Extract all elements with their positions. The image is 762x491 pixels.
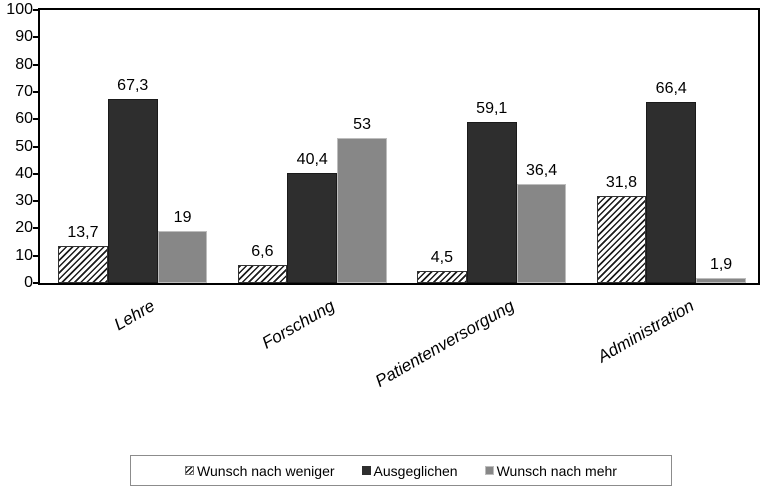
hatched-swatch-icon [185, 466, 195, 475]
legend-label: Ausgeglichen [373, 462, 458, 479]
bar-gray [157, 231, 208, 283]
y-tick-mark [33, 282, 38, 284]
bar-value-label: 67,3 [117, 77, 149, 95]
bar-hatched [58, 245, 108, 283]
bar-value-label: 4,5 [430, 248, 454, 266]
category-label: Administration [593, 296, 697, 367]
bar-value-label: 36,4 [526, 161, 558, 179]
y-tick-label: 50 [15, 137, 33, 155]
y-tick-mark [33, 36, 38, 39]
bar-value-label: 59,1 [476, 99, 508, 117]
y-tick-mark [33, 63, 38, 66]
bar-value-label: 40,4 [296, 150, 328, 168]
bar-dark [466, 121, 517, 283]
bar-gray [516, 183, 567, 283]
bar-hatched [417, 270, 467, 283]
bar-value-label: 31,8 [605, 174, 637, 192]
bar-value-label: 53 [353, 116, 371, 134]
legend: Wunsch nach weniger Ausgeglichen Wunsch … [130, 455, 672, 486]
bar-gray [337, 138, 387, 283]
gray-swatch-icon [484, 466, 494, 475]
category-label: Forschung [258, 296, 338, 353]
y-tick-label: 30 [15, 192, 33, 210]
bar-gray [696, 277, 746, 283]
bar-value-label: 6,6 [251, 242, 274, 260]
category-label: Lehre [111, 296, 159, 335]
y-tick-label: 0 [24, 274, 33, 291]
dark-swatch-icon [361, 466, 371, 475]
y-tick-mark [33, 145, 38, 148]
legend-item-wunsch-nach-mehr: Wunsch nach mehr [484, 462, 617, 479]
y-tick-mark [33, 254, 38, 257]
y-tick-label: 90 [15, 28, 33, 46]
y-tick-label: 60 [15, 110, 33, 128]
y-tick-label: 10 [15, 246, 33, 264]
y-tick-mark [33, 90, 38, 93]
y-tick-label: 20 [15, 219, 33, 237]
y-tick-mark [33, 9, 38, 11]
bar-hatched [237, 264, 288, 283]
y-tick-mark [33, 118, 38, 121]
legend-label: Wunsch nach weniger [197, 462, 335, 479]
bar-dark [646, 101, 697, 283]
y-tick-label: 100 [6, 1, 33, 18]
bar-value-label: 1,9 [709, 255, 733, 273]
bar-value-label: 13,7 [67, 223, 99, 241]
y-tick-label: 70 [15, 82, 33, 100]
y-tick-mark [33, 227, 38, 230]
category-label: Patientenversorgung [371, 296, 518, 391]
bar-value-label: 19 [173, 209, 192, 227]
bar-value-label: 66,4 [655, 79, 687, 97]
y-tick-mark [33, 200, 38, 203]
legend-item-ausgeglichen: Ausgeglichen [361, 462, 458, 479]
y-tick-mark [33, 172, 38, 175]
plot-area: 13,7 67,3 19 6,6 40,4 53 4,5 59,1 36,4 31,8 66,4 1,… [38, 8, 760, 285]
legend-label: Wunsch nach mehr [496, 462, 617, 479]
y-tick-label: 80 [15, 55, 33, 73]
legend-item-wunsch-nach-weniger: Wunsch nach weniger [185, 462, 335, 479]
plot-inner: 13,7 67,3 19 6,6 40,4 53 4,5 59,1 36,4 31,8 66,4 1,… [40, 10, 758, 283]
bar-dark [107, 99, 158, 283]
y-tick-label: 40 [15, 164, 33, 182]
bar-hatched [596, 196, 647, 283]
bar-dark [287, 172, 338, 283]
